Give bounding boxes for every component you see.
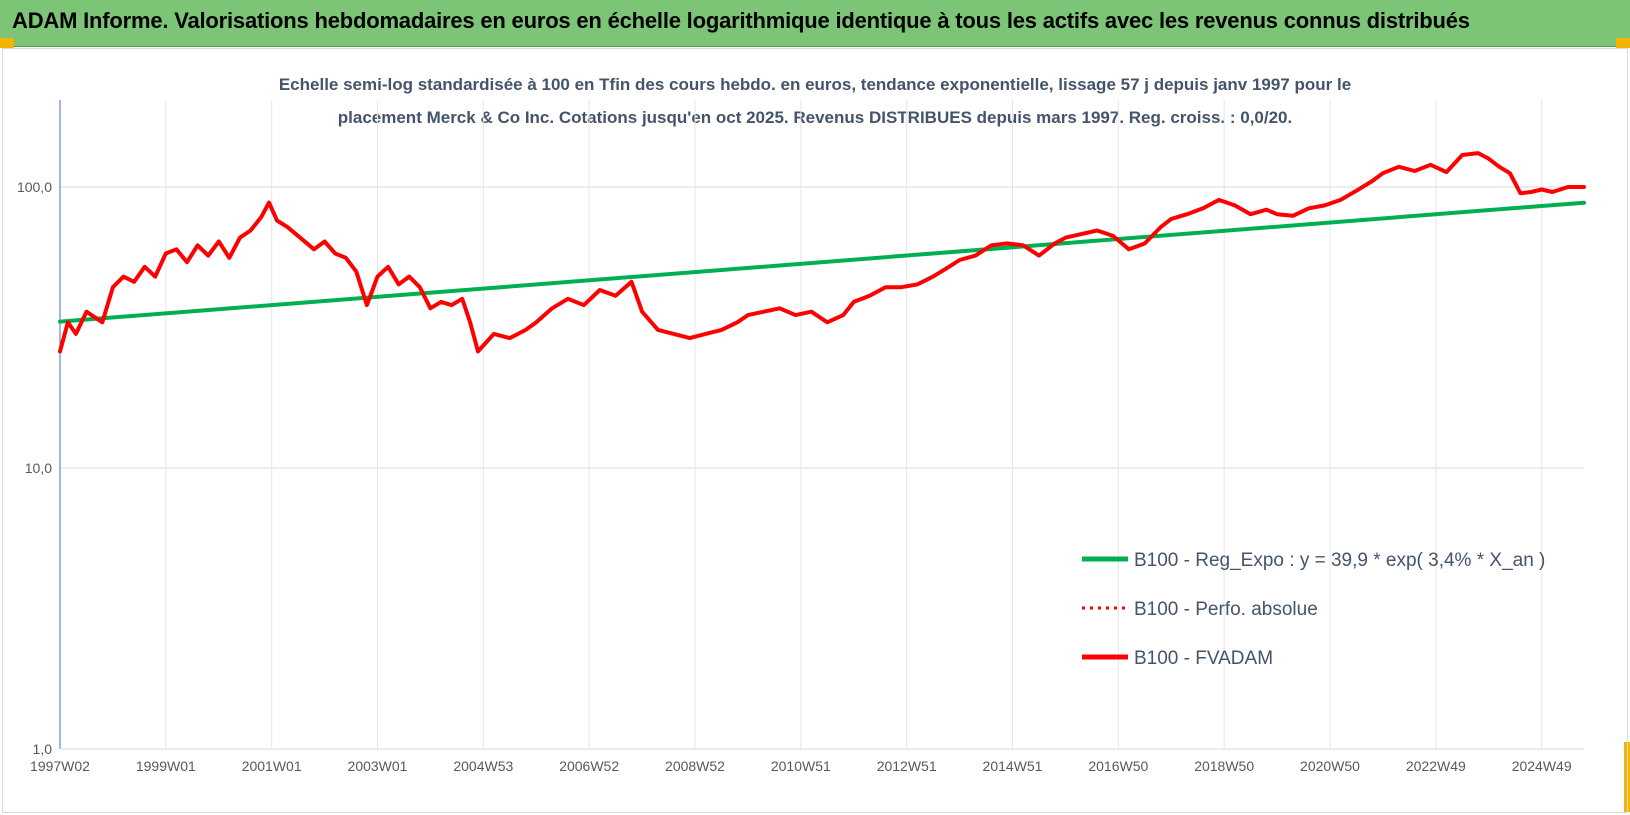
x-tick-label: 2006W52 (559, 758, 619, 774)
x-tick-label: 2020W50 (1300, 758, 1360, 774)
y-tick-label: 100,0 (17, 179, 52, 195)
legend-label: B100 - Reg_Expo : y = 39,9 * exp( 3,4% *… (1134, 550, 1545, 571)
x-tick-label: 2012W51 (877, 758, 937, 774)
y-tick-label: 1,0 (33, 741, 53, 757)
legend-label: B100 - Perfo. absolue (1134, 599, 1318, 620)
x-tick-label: 2016W50 (1088, 758, 1148, 774)
legend-label: B100 - FVADAM (1134, 648, 1273, 669)
series-lines (58, 151, 1586, 354)
x-tick-label: 2004W53 (453, 758, 513, 774)
chart-title-line-1: Echelle semi-log standardisée à 100 en T… (279, 75, 1351, 94)
x-tick-label: 2024W49 (1512, 758, 1572, 774)
series-line-0 (58, 200, 1586, 324)
page-title: ADAM Informe. Valorisations hebdomadaire… (12, 8, 1470, 33)
y-tick-label: 10,0 (25, 460, 52, 476)
x-tick-label: 1997W02 (30, 758, 90, 774)
x-tick-label: 2022W49 (1406, 758, 1466, 774)
gridlines (59, 100, 1584, 750)
x-tick-label: 2010W51 (771, 758, 831, 774)
chart-area (2, 48, 1628, 813)
corner-marker-top-left (0, 38, 14, 48)
axes: 1,0 10,0 100,0 1997W02 1999W01 2001W01 2003W01… (17, 100, 1584, 774)
chart-title-line-2: placement Merck & Co Inc. Cotations jusq… (338, 108, 1292, 127)
series-line-2 (58, 151, 1586, 354)
x-tick-label: 2003W01 (348, 758, 408, 774)
corner-marker-top-right (1616, 38, 1630, 48)
x-tick-label: 2014W51 (983, 758, 1043, 774)
header-banner: ADAM Informe. Valorisations hebdomadaire… (0, 0, 1630, 47)
x-tick-label: 2001W01 (242, 758, 302, 774)
legend: B100 - Reg_Expo : y = 39,9 * exp( 3,4% *… (1082, 550, 1545, 669)
x-tick-label: 2008W52 (665, 758, 725, 774)
x-tick-label: 2018W50 (1194, 758, 1254, 774)
x-tick-label: 1999W01 (136, 758, 196, 774)
